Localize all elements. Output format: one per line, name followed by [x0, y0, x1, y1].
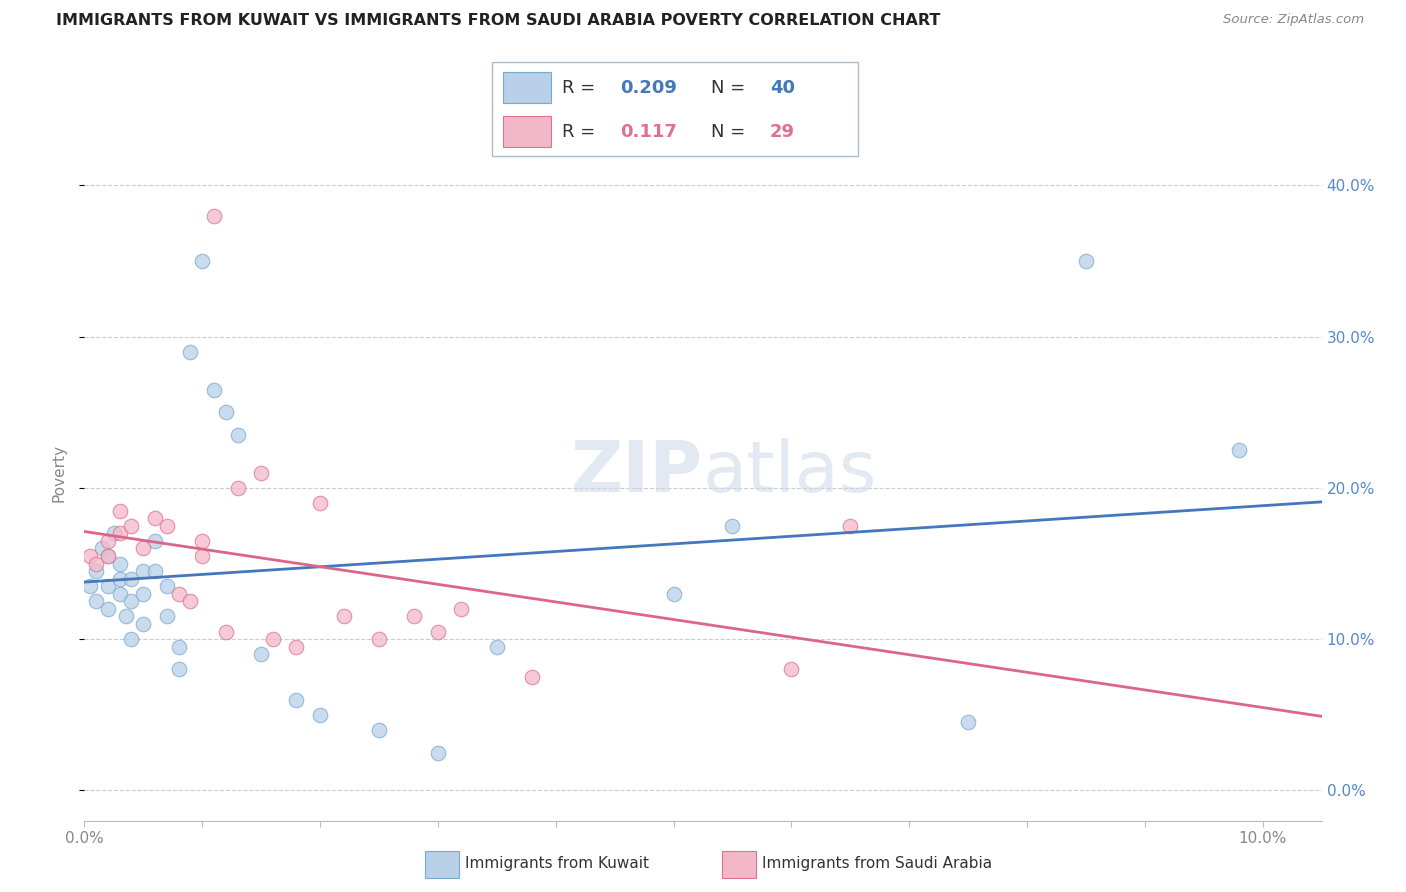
Point: [179, 594, 201, 608]
Point: [167, 587, 190, 601]
FancyBboxPatch shape: [492, 62, 858, 156]
Bar: [425, 851, 458, 878]
Text: IMMIGRANTS FROM KUWAIT VS IMMIGRANTS FROM SAUDI ARABIA POVERTY CORRELATION CHART: IMMIGRANTS FROM KUWAIT VS IMMIGRANTS FRO…: [56, 13, 941, 29]
Bar: [721, 851, 755, 878]
Point: [84, 594, 107, 608]
Point: [143, 511, 166, 525]
Point: [121, 518, 143, 533]
Point: [179, 344, 201, 359]
Point: [97, 549, 120, 563]
Bar: [503, 72, 551, 103]
Text: N =: N =: [711, 78, 751, 96]
Point: [332, 609, 354, 624]
Point: [309, 707, 332, 722]
Text: 40: 40: [770, 78, 794, 96]
Point: [91, 541, 114, 556]
Point: [250, 647, 273, 661]
Point: [404, 609, 426, 624]
Point: [156, 609, 179, 624]
Point: [426, 746, 449, 760]
Text: 0.209: 0.209: [620, 78, 676, 96]
Point: [132, 587, 155, 601]
Point: [520, 670, 543, 684]
Y-axis label: Poverty: Poverty: [51, 443, 66, 502]
Point: [132, 564, 155, 578]
Point: [368, 632, 391, 647]
Point: [426, 624, 449, 639]
Point: [450, 602, 472, 616]
Text: R =: R =: [561, 123, 606, 141]
Text: 29: 29: [770, 123, 794, 141]
Point: [84, 557, 107, 571]
Point: [368, 723, 391, 737]
Point: [114, 609, 136, 624]
Text: Immigrants from Saudi Arabia: Immigrants from Saudi Arabia: [762, 855, 991, 871]
Point: [202, 383, 225, 397]
Point: [143, 564, 166, 578]
Point: [97, 549, 120, 563]
Point: [121, 594, 143, 608]
Point: [143, 533, 166, 548]
Point: [215, 624, 238, 639]
Point: [839, 518, 862, 533]
Point: [721, 518, 744, 533]
Point: [226, 428, 249, 442]
Point: [108, 526, 131, 541]
Point: [780, 662, 803, 676]
Point: [97, 533, 120, 548]
Point: [485, 640, 508, 654]
Point: [156, 579, 179, 593]
Point: [108, 557, 131, 571]
Point: [285, 692, 308, 706]
Bar: [503, 116, 551, 147]
Point: [108, 503, 131, 517]
Point: [167, 640, 190, 654]
Point: [662, 587, 685, 601]
Point: [97, 579, 120, 593]
Point: [97, 602, 120, 616]
Point: [79, 579, 101, 593]
Point: [285, 640, 308, 654]
Point: [309, 496, 332, 510]
Point: [191, 254, 214, 268]
Point: [226, 481, 249, 495]
Text: atlas: atlas: [703, 438, 877, 508]
Point: [108, 572, 131, 586]
Point: [108, 587, 131, 601]
Point: [1227, 443, 1250, 458]
Point: [79, 549, 101, 563]
Point: [202, 209, 225, 223]
Point: [121, 572, 143, 586]
Point: [167, 662, 190, 676]
Point: [132, 617, 155, 632]
Text: 0.117: 0.117: [620, 123, 676, 141]
Point: [191, 549, 214, 563]
Point: [121, 632, 143, 647]
Point: [957, 715, 980, 730]
Text: Source: ZipAtlas.com: Source: ZipAtlas.com: [1223, 13, 1364, 27]
Point: [250, 466, 273, 480]
Point: [191, 533, 214, 548]
Text: N =: N =: [711, 123, 751, 141]
Point: [132, 541, 155, 556]
Point: [262, 632, 284, 647]
Point: [1074, 254, 1097, 268]
Text: ZIP: ZIP: [571, 438, 703, 508]
Point: [156, 518, 179, 533]
Text: R =: R =: [561, 78, 600, 96]
Point: [84, 564, 107, 578]
Point: [103, 526, 125, 541]
Text: Immigrants from Kuwait: Immigrants from Kuwait: [465, 855, 648, 871]
Point: [215, 405, 238, 419]
